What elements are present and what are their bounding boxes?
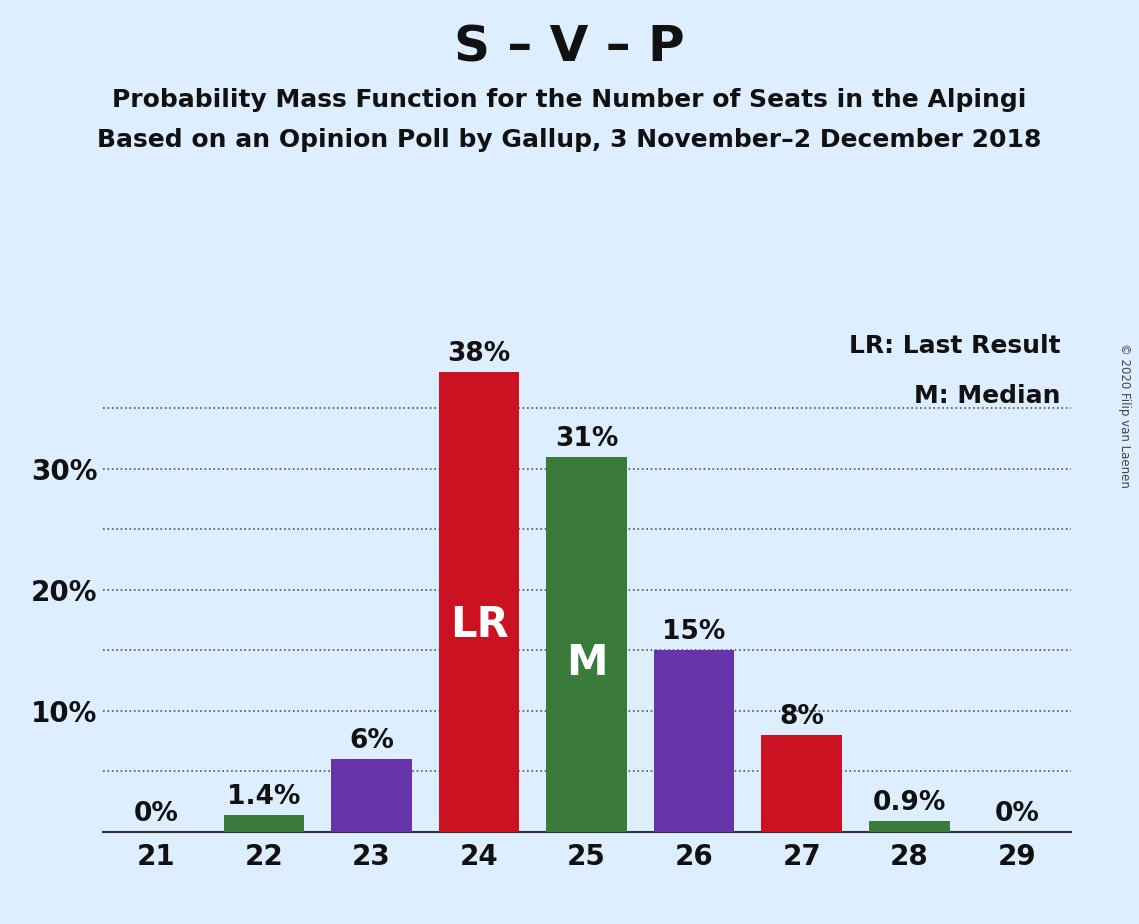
Text: 6%: 6% — [349, 728, 394, 754]
Bar — [547, 456, 626, 832]
Text: M: Median: M: Median — [915, 384, 1060, 408]
Text: 1.4%: 1.4% — [227, 784, 301, 809]
Text: 0%: 0% — [134, 801, 179, 827]
Text: LR: LR — [450, 603, 508, 646]
Text: © 2020 Filip van Laenen: © 2020 Filip van Laenen — [1118, 344, 1131, 488]
Text: Probability Mass Function for the Number of Seats in the Alpingi: Probability Mass Function for the Number… — [113, 88, 1026, 112]
Text: M: M — [566, 642, 607, 684]
Bar — [761, 735, 842, 832]
Text: 8%: 8% — [779, 704, 825, 730]
Bar — [223, 815, 304, 832]
Text: 0.9%: 0.9% — [872, 790, 947, 816]
Bar — [439, 371, 519, 832]
Bar — [869, 821, 950, 832]
Text: 38%: 38% — [448, 341, 510, 367]
Text: S – V – P: S – V – P — [454, 23, 685, 71]
Bar — [331, 759, 412, 832]
Text: 15%: 15% — [663, 619, 726, 645]
Text: LR: Last Result: LR: Last Result — [850, 334, 1060, 358]
Text: 0%: 0% — [994, 801, 1039, 827]
Text: Based on an Opinion Poll by Gallup, 3 November–2 December 2018: Based on an Opinion Poll by Gallup, 3 No… — [97, 128, 1042, 152]
Bar — [654, 650, 735, 832]
Text: 31%: 31% — [555, 426, 618, 452]
